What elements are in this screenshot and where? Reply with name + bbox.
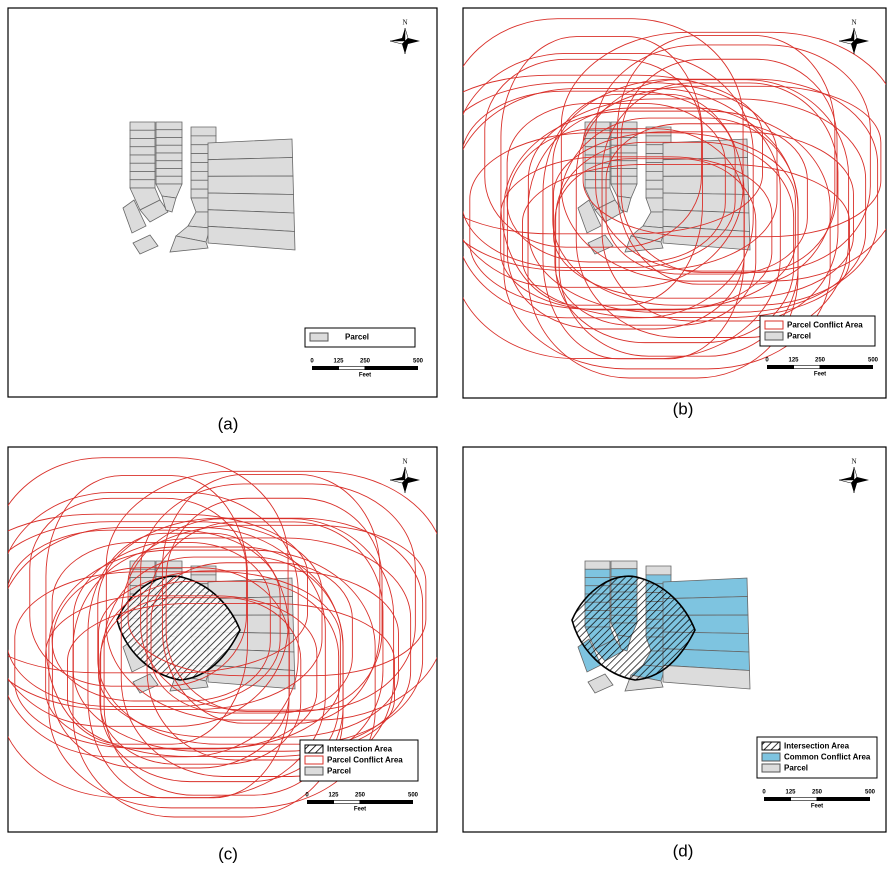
legend-label: Parcel Conflict Area [787,321,863,330]
parcel [611,561,637,569]
scale-tick-label: 500 [868,358,879,364]
parcel [156,161,182,169]
scale-tick-label: 250 [355,793,366,799]
legend-label: Parcel Conflict Area [327,756,403,765]
legend-label: Intersection Area [784,742,850,751]
scale-tick-label: 125 [333,359,344,365]
legend-label: Parcel [787,332,811,341]
parcel [156,138,182,146]
scale-unit: Feet [354,807,366,813]
north-label: N [402,19,407,27]
parcel [585,569,610,577]
scale-tick-label: 250 [360,359,371,365]
parcel [130,172,155,180]
north-label: N [402,458,407,466]
scale-bar-white [791,798,817,801]
parcel [156,122,182,130]
map-panel: N Intersection Area Common Conflict Area Pa… [463,447,886,860]
north-label: N [851,458,856,466]
legend-label: Parcel [327,767,351,776]
parcel [156,145,182,153]
parcel [156,130,182,138]
scale-tick-label: 500 [865,790,876,796]
legend-swatch [762,753,780,761]
parcel [191,127,216,136]
scale-bar-white [339,367,365,370]
legend-swatch [765,332,783,340]
legend-label: Parcel [345,333,369,342]
scale-bar [767,365,873,369]
parcel [156,169,182,177]
legend-label: Intersection Area [327,745,393,754]
figure: NParcel0125250500Feet(a)NParcel Conflict… [0,0,891,869]
scale-bar [307,800,413,804]
parcel [208,139,293,160]
scale-bar [764,797,870,801]
parcel [130,122,155,130]
legend-swatch [305,756,323,764]
legend-swatch [765,321,783,329]
scale-tick-label: 250 [815,358,826,364]
parcel [611,569,637,577]
scale-bar-white [794,366,820,369]
scale-bar-white [334,801,360,804]
legend-label: Parcel [784,764,808,773]
map-panel: NParcel Conflict AreaParcel0125250500Fee… [424,8,891,418]
parcel [130,147,155,155]
legend-label: Common Conflict Area [784,753,871,762]
legend-swatch [762,764,780,772]
parcel [156,153,182,161]
parcel [130,130,155,138]
north-label: N [851,19,856,27]
panel-caption: (c) [218,844,238,863]
parcel [585,561,610,569]
parcel [663,578,748,599]
parcel [156,176,182,184]
legend-swatch [305,767,323,775]
panel-caption: (a) [218,414,239,433]
scale-tick-label: 125 [328,793,339,799]
panel-caption: (b) [673,399,694,418]
legend-swatch [305,745,323,753]
scale-tick-label: 500 [413,359,424,365]
parcel [130,163,155,171]
scale-tick-label: 250 [812,790,823,796]
scale-unit: Feet [814,372,826,378]
scale-unit: Feet [811,804,823,810]
parcel [130,155,155,163]
parcel [208,158,293,177]
scale-unit: Feet [359,373,371,379]
parcel [208,176,294,195]
legend-swatch [762,742,780,750]
parcel [611,176,637,184]
map-panel: N Intersection Area Parcel Conflict Area Pa… [0,447,444,863]
parcel [130,139,155,147]
panel-caption: (d) [673,841,694,860]
scale-bar [312,366,418,370]
scale-tick-label: 125 [785,790,796,796]
parcel [646,566,671,575]
scale-tick-label: 500 [408,793,419,799]
legend-swatch [310,333,328,341]
parcel [611,169,637,177]
scale-tick-label: 125 [788,358,799,364]
parcel [130,180,155,188]
